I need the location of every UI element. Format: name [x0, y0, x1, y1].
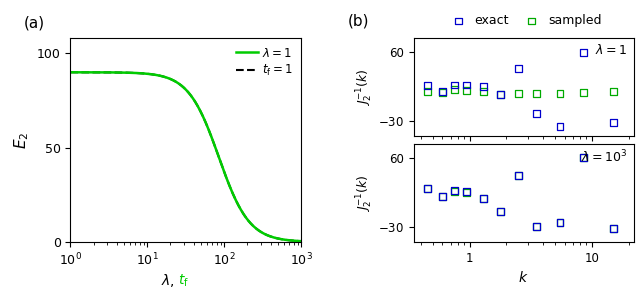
Point	[495, 92, 506, 96]
Point	[555, 91, 565, 96]
Point	[608, 226, 618, 230]
Point	[531, 91, 541, 96]
Point	[555, 124, 565, 129]
Point	[531, 224, 541, 229]
Point	[495, 209, 506, 214]
Point	[495, 92, 506, 96]
Point	[422, 89, 432, 94]
Point	[478, 196, 488, 201]
Y-axis label: $J_2^{-1}(k)$: $J_2^{-1}(k)$	[355, 174, 376, 212]
Point	[608, 226, 618, 230]
Point	[461, 190, 472, 195]
Point	[449, 87, 460, 92]
Point	[513, 91, 524, 96]
Text: $\lambda = 1$: $\lambda = 1$	[595, 43, 627, 57]
Point	[422, 186, 432, 191]
Point	[437, 194, 447, 199]
Point	[531, 111, 541, 116]
Point	[478, 196, 488, 201]
Point	[422, 83, 432, 88]
Legend: exact, sampled: exact, sampled	[446, 14, 602, 27]
Point	[478, 84, 488, 89]
Point	[608, 120, 618, 125]
Point	[578, 155, 588, 160]
Point	[461, 189, 472, 194]
Text: $\lambda = 10^3$: $\lambda = 10^3$	[581, 149, 627, 165]
Point	[578, 90, 588, 95]
Point	[555, 220, 565, 225]
Point	[437, 90, 447, 95]
Point	[513, 67, 524, 71]
Point	[437, 89, 447, 94]
Point	[437, 194, 447, 199]
Point	[461, 88, 472, 93]
Point	[422, 186, 432, 191]
Text: $t_\mathrm{f}$: $t_\mathrm{f}$	[178, 273, 189, 289]
Point	[555, 220, 565, 225]
Point	[513, 173, 524, 178]
Point	[578, 50, 588, 55]
X-axis label: $k$: $k$	[518, 270, 529, 285]
Legend: $\lambda = 1$, $t_\mathrm{f} = 1$: $\lambda = 1$, $t_\mathrm{f} = 1$	[234, 44, 295, 81]
Point	[449, 83, 460, 87]
Point	[449, 189, 460, 194]
Y-axis label: $E_2$: $E_2$	[13, 132, 31, 149]
Point	[495, 209, 506, 214]
Point	[513, 173, 524, 178]
Point	[608, 89, 618, 94]
Point	[531, 224, 541, 229]
Text: $\lambda$,: $\lambda$,	[161, 272, 176, 289]
Y-axis label: $J_2^{-1}(k)$: $J_2^{-1}(k)$	[355, 68, 376, 106]
Text: (b): (b)	[348, 14, 369, 29]
Point	[578, 155, 588, 160]
Point	[449, 188, 460, 193]
Point	[478, 89, 488, 94]
Text: (a): (a)	[24, 15, 45, 30]
Point	[461, 83, 472, 87]
